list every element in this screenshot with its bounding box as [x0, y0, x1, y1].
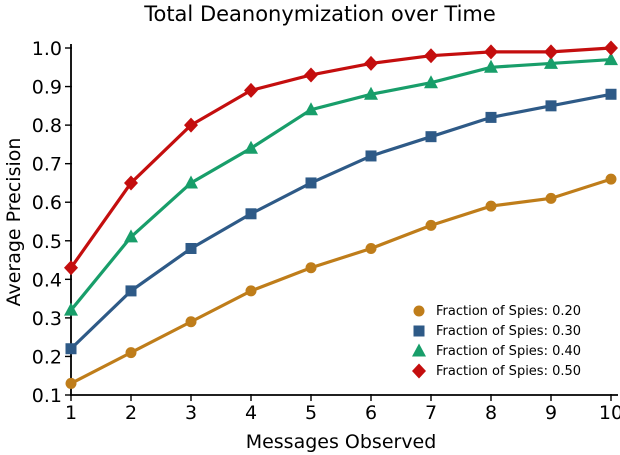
data-point [484, 59, 498, 73]
y-tick-label: 0.7 [32, 154, 62, 176]
y-tick-label: 0.6 [32, 192, 62, 214]
legend-marker-glyph [413, 325, 425, 337]
y-tick-label: 0.2 [32, 346, 62, 368]
data-point [184, 117, 198, 133]
data-point [484, 44, 498, 60]
triangle-marker-icon [412, 343, 426, 357]
series-line-3 [69, 46, 613, 270]
data-point [604, 52, 618, 66]
x-tick-label: 6 [365, 402, 377, 424]
legend-item-0: Fraction of Spies: 0.20 [407, 301, 581, 321]
series-line-2 [69, 57, 613, 312]
x-tick-label: 8 [485, 402, 497, 424]
circle-marker-icon [407, 303, 431, 319]
x-tick-label: 9 [545, 402, 557, 424]
legend-marker-glyph [412, 363, 426, 379]
data-point [365, 150, 377, 162]
data-point [125, 285, 137, 297]
data-point [425, 131, 437, 143]
legend-label: Fraction of Spies: 0.30 [436, 323, 582, 339]
y-tick-label: 0.1 [32, 385, 62, 407]
data-point [185, 242, 197, 254]
chart-title: Total Deanonymization over Time [144, 2, 496, 26]
data-point [304, 67, 318, 83]
x-tick-label: 5 [305, 402, 317, 424]
diamond-marker-icon [407, 363, 431, 379]
data-point [125, 347, 137, 359]
x-tick-label: 1 [65, 402, 77, 424]
data-point [305, 177, 317, 189]
legend: Fraction of Spies: 0.20 Fraction of Spies… [407, 301, 581, 381]
triangle-marker-icon [407, 343, 431, 359]
data-point [605, 88, 617, 100]
data-point [305, 262, 317, 274]
square-marker-icon [413, 325, 425, 337]
data-point [424, 75, 438, 89]
data-point [185, 316, 197, 328]
legend-label: Fraction of Spies: 0.40 [436, 343, 582, 359]
legend-item-1: Fraction of Spies: 0.30 [407, 321, 581, 341]
series-line-1 [69, 92, 613, 351]
x-tick-label: 3 [185, 402, 197, 424]
data-point [124, 229, 138, 243]
diamond-marker-icon [412, 363, 426, 379]
series-line-0 [69, 177, 613, 386]
circle-marker-icon [413, 305, 425, 317]
data-point [424, 48, 438, 64]
y-tick-label: 1.0 [32, 38, 62, 60]
data-point [64, 260, 78, 276]
data-point [545, 192, 557, 204]
x-tick-label: 4 [245, 402, 257, 424]
data-point [485, 200, 497, 212]
y-tick-label: 0.8 [32, 115, 62, 137]
y-tick-label: 0.9 [32, 77, 62, 99]
data-point [244, 140, 258, 154]
data-point [304, 102, 318, 116]
data-point [244, 82, 258, 98]
data-point [184, 175, 198, 189]
legend-item-3: Fraction of Spies: 0.50 [407, 361, 581, 381]
x-tick-label: 2 [125, 402, 137, 424]
legend-label: Fraction of Spies: 0.20 [436, 303, 582, 319]
legend-marker-glyph [413, 305, 425, 317]
data-point [545, 100, 557, 112]
data-point [364, 86, 378, 100]
data-point [544, 55, 558, 69]
data-point [365, 242, 377, 254]
square-marker-icon [407, 323, 431, 339]
data-point [544, 44, 558, 60]
legend-marker-glyph [412, 343, 426, 357]
y-tick-label: 0.3 [32, 308, 62, 330]
data-point [605, 173, 617, 185]
y-tick-label: 0.5 [32, 231, 62, 253]
x-tick-label: 7 [425, 402, 437, 424]
data-point [65, 377, 77, 389]
data-point [604, 40, 618, 56]
legend-item-2: Fraction of Spies: 0.40 [407, 341, 581, 361]
data-point [124, 175, 138, 191]
x-tick-label: 10 [599, 402, 620, 424]
data-point [245, 285, 257, 297]
x-axis-label: Messages Observed [245, 431, 437, 453]
data-point [65, 343, 77, 355]
legend-label: Fraction of Spies: 0.50 [436, 363, 582, 379]
data-point [425, 219, 437, 231]
data-point [245, 208, 257, 220]
data-point [364, 55, 378, 71]
data-point [64, 302, 78, 316]
y-tick-label: 0.4 [32, 269, 62, 291]
data-point [485, 111, 497, 123]
